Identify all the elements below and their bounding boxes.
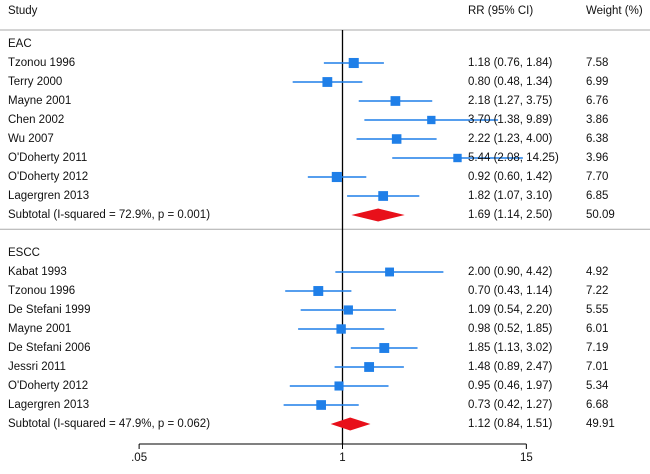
subtotal-weight-eac: 50.09 [586,209,615,221]
point-marker-eac-3 [390,96,401,106]
study-weight-escc-2: 7.22 [586,285,608,297]
group-label-eac: EAC [8,38,32,50]
marks-layer [283,57,523,431]
subtotal-rr-ci-escc: 1.12 (0.84, 1.51) [468,418,553,430]
study-rr-ci-escc-6: 1.48 (0.89, 2.47) [468,361,553,373]
header-study: Study [8,5,38,17]
point-marker-escc-2 [313,286,324,296]
study-rr-ci-eac-1: 1.18 (0.76, 1.84) [468,57,553,69]
study-rr-ci-eac-7: 0.92 (0.60, 1.42) [468,171,553,183]
study-weight-eac-8: 6.85 [586,190,608,202]
study-name-eac-1: Tzonou 1996 [8,57,75,69]
point-marker-eac-6 [453,153,462,163]
study-weight-eac-2: 6.99 [586,76,608,88]
subtotal-weight-escc: 49.91 [586,418,615,430]
study-rr-ci-escc-5: 1.85 (1.13, 3.02) [468,342,553,354]
study-name-escc-5: De Stefani 2006 [8,342,90,354]
study-name-eac-6: O'Doherty 2011 [8,152,87,164]
study-name-eac-3: Mayne 2001 [8,95,71,107]
point-marker-eac-1 [348,57,359,69]
point-marker-escc-1 [385,267,394,277]
point-marker-escc-8 [316,400,326,410]
point-marker-eac-2 [322,77,333,87]
text-layer: Study RR (95% CI) Weight (%) EAC Tzonou 1996… [8,5,643,464]
study-name-escc-1: Kabat 1993 [8,266,67,278]
subtotal-rr-ci-eac: 1.69 (1.14, 2.50) [468,209,553,221]
group-label-escc: ESCC [8,247,40,259]
study-weight-escc-1: 4.92 [586,266,608,278]
study-rr-ci-escc-8: 0.73 (0.42, 1.27) [468,399,553,411]
point-marker-eac-7 [331,171,342,183]
study-name-escc-6: Jessri 2011 [8,361,66,373]
study-name-escc-4: Mayne 2001 [8,323,71,335]
study-rr-ci-escc-1: 2.00 (0.90, 4.42) [468,266,553,278]
study-weight-escc-8: 6.68 [586,399,608,411]
study-weight-eac-3: 6.76 [586,95,608,107]
x-tick-label-2: 1 [339,452,345,464]
header-rr-ci: RR (95% CI) [468,5,533,17]
point-marker-eac-8 [378,191,389,201]
study-weight-eac-6: 3.96 [586,152,608,164]
point-marker-escc-7 [334,381,344,391]
x-tick-label-1: .05 [131,452,147,464]
study-weight-eac-7: 7.70 [586,171,608,183]
study-weight-escc-7: 5.34 [586,380,609,392]
point-marker-escc-4 [336,324,346,334]
study-name-escc-8: Lagergren 2013 [8,399,89,411]
study-name-eac-7: O'Doherty 2012 [8,171,88,183]
study-rr-ci-eac-5: 2.22 (1.23, 4.00) [468,133,553,145]
point-marker-escc-5 [379,343,390,353]
study-weight-escc-3: 5.55 [586,304,608,316]
point-marker-escc-6 [364,362,375,372]
study-rr-ci-eac-6: 5.44 (2.08, 14.25) [468,152,559,164]
study-weight-eac-4: 3.86 [586,114,608,126]
x-tick-label-3: 15 [520,452,533,464]
subtotal-label-eac: Subtotal (I-squared = 72.9%, p = 0.001) [8,209,210,221]
subtotal-label-escc: Subtotal (I-squared = 47.9%, p = 0.062) [8,418,210,430]
study-weight-escc-4: 6.01 [586,323,608,335]
study-name-escc-7: O'Doherty 2012 [8,380,88,392]
header-weight: Weight (%) [586,5,643,17]
study-rr-ci-eac-3: 2.18 (1.27, 3.75) [468,95,553,107]
point-marker-eac-5 [391,134,402,144]
study-name-eac-2: Terry 2000 [8,76,62,88]
study-rr-ci-eac-2: 0.80 (0.48, 1.34) [468,76,553,88]
study-name-escc-3: De Stefani 1999 [8,304,90,316]
point-marker-escc-3 [343,305,353,315]
point-marker-eac-4 [427,115,436,125]
study-rr-ci-eac-8: 1.82 (1.07, 3.10) [468,190,553,202]
study-weight-escc-5: 7.19 [586,342,608,354]
study-name-eac-5: Wu 2007 [8,133,54,145]
rules-layer [0,29,650,449]
study-name-eac-4: Chen 2002 [8,114,64,126]
subtotal-diamond-escc [330,417,371,431]
study-weight-escc-6: 7.01 [586,361,608,373]
subtotal-diamond-eac [351,208,405,222]
study-rr-ci-escc-7: 0.95 (0.46, 1.97) [468,380,553,392]
study-weight-eac-1: 7.58 [586,57,608,69]
study-name-eac-8: Lagergren 2013 [8,190,89,202]
study-name-escc-2: Tzonou 1996 [8,285,75,297]
study-rr-ci-escc-2: 0.70 (0.43, 1.14) [468,285,553,297]
study-rr-ci-eac-4: 3.70 (1.38, 9.89) [468,114,553,126]
study-weight-eac-5: 6.38 [586,133,608,145]
study-rr-ci-escc-3: 1.09 (0.54, 2.20) [468,304,553,316]
study-rr-ci-escc-4: 0.98 (0.52, 1.85) [468,323,553,335]
